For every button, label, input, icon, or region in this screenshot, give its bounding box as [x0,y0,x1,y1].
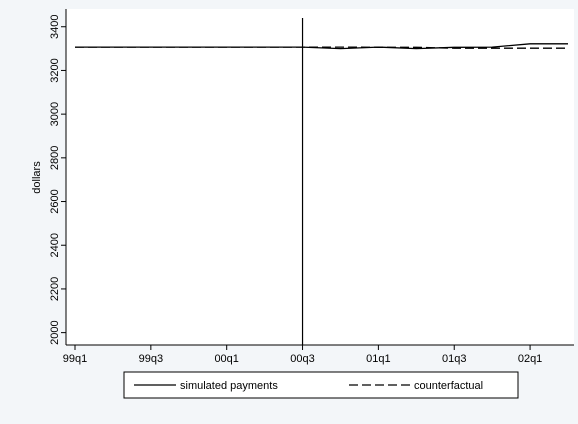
legend-label: simulated payments [180,380,278,392]
x-tick-label: 99q3 [139,353,163,365]
y-tick-label: 2200 [49,277,61,301]
plot-area [66,9,574,345]
y-tick-label: 2400 [49,233,61,257]
x-tick-label: 01q1 [366,353,390,365]
x-tick-label: 00q3 [290,353,314,365]
x-tick-label: 01q3 [442,353,466,365]
legend-box [123,371,519,399]
y-tick-label: 2000 [49,320,61,344]
x-tick-label: 00q1 [214,353,238,365]
x-tick-label: 02q1 [518,353,542,365]
legend: simulated payments counterfactual [123,371,519,399]
y-axis-title: dollars [31,161,43,194]
y-tick-label: 3200 [49,58,61,82]
legend-label: counterfactual [414,380,483,392]
y-tick-label: 2600 [49,189,61,213]
chart-marks [75,18,568,345]
series-line-counterfactual [75,46,568,49]
y-tick-label: 2800 [49,146,61,170]
y-tick-label: 3000 [49,102,61,126]
x-tick-label: 99q1 [63,353,87,365]
y-tick-label: 3400 [49,14,61,38]
axes: 2000 2200 2400 2600 2800 3000 3200 3400 dollars 9… [31,9,574,365]
